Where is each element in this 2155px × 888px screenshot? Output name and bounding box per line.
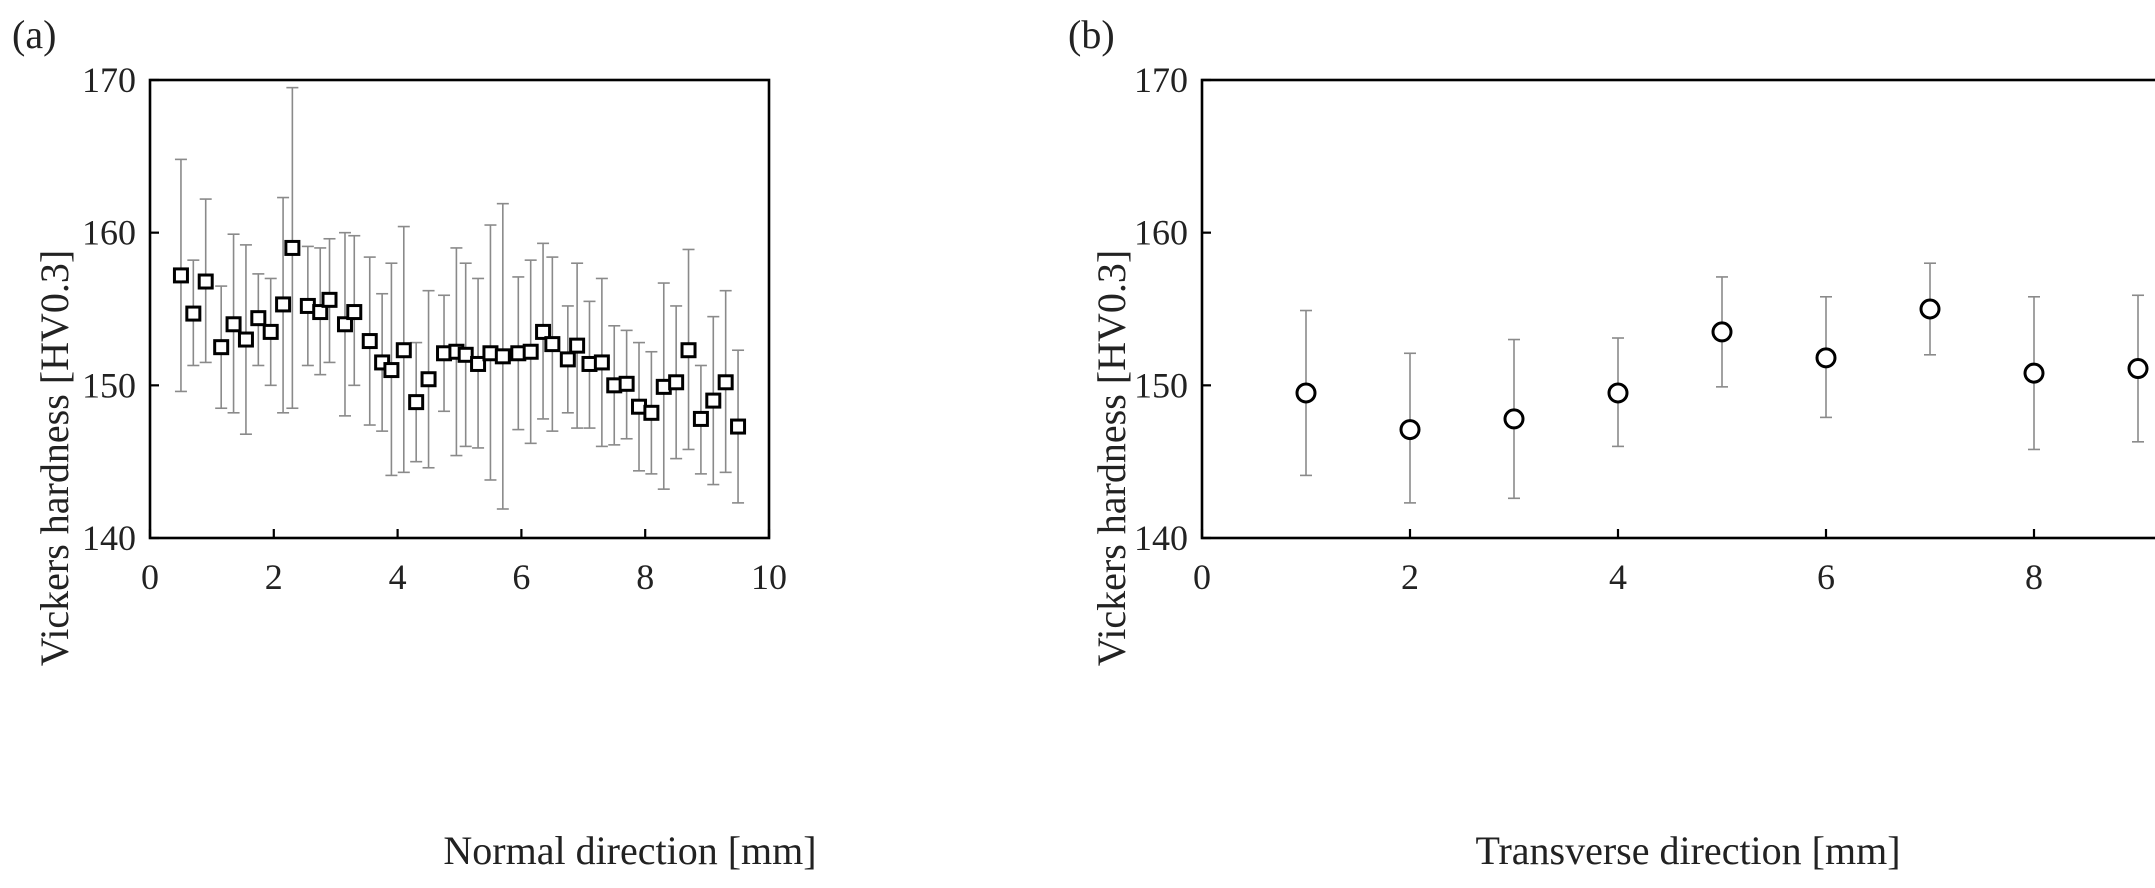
data-point-square — [262, 323, 279, 340]
data-point-circle — [1503, 408, 1525, 430]
axis-ticks-a: 0 2 4 6 8 10 140 150 160 170 — [82, 60, 787, 597]
data-point-square — [730, 418, 747, 435]
data-point-square — [213, 339, 230, 356]
data-point-square — [569, 337, 586, 354]
x-tick-label: 8 — [2025, 557, 2043, 597]
y-axis-title-b: Vickers hardness [HV0.3] — [1089, 250, 1134, 666]
y-tick-label: 150 — [1134, 365, 1188, 405]
x-tick-label: 0 — [141, 557, 159, 597]
data-point-square — [705, 392, 722, 409]
data-point-square — [535, 323, 552, 340]
data-point-square — [544, 336, 561, 353]
x-tick-label: 0 — [1193, 557, 1211, 597]
data-point-square — [275, 296, 292, 313]
data-point-circle — [1295, 382, 1317, 404]
y-axis-title-a: Vickers hardness [HV0.3] — [32, 250, 77, 666]
data-point-circle — [1399, 419, 1421, 441]
data-point-square — [383, 362, 400, 379]
data-point-square — [346, 304, 363, 321]
data-point-circle — [2023, 362, 2045, 384]
panel-b: (b) Transverse direction [mm] Vickers ha… — [1068, 12, 2155, 873]
error-bars-b — [1300, 262, 2144, 504]
x-tick-label: 2 — [265, 557, 283, 597]
data-point-square — [643, 404, 660, 421]
data-point-square — [395, 342, 412, 359]
x-tick-label: 4 — [1609, 557, 1627, 597]
x-tick-label: 8 — [636, 557, 654, 597]
y-tick-label: 140 — [82, 518, 136, 558]
x-tick-label: 4 — [389, 557, 407, 597]
x-tick-label: 6 — [1817, 557, 1835, 597]
data-point-square — [321, 291, 338, 308]
y-tick-label: 160 — [1134, 213, 1188, 253]
data-point-square — [225, 316, 242, 333]
plot-frame-a — [148, 78, 771, 540]
data-point-square — [361, 333, 378, 350]
data-points-b — [1295, 298, 2149, 441]
x-tick-label: 10 — [751, 557, 787, 597]
data-point-square — [668, 374, 685, 391]
x-tick-label: 2 — [1401, 557, 1419, 597]
data-point-square — [312, 304, 329, 321]
data-point-square — [559, 351, 576, 368]
data-point-square — [336, 316, 353, 333]
plot-frame-b — [1200, 78, 2155, 540]
y-tick-label: 150 — [82, 365, 136, 405]
y-tick-label: 170 — [82, 60, 136, 100]
data-point-square — [593, 354, 610, 371]
data-point-square — [717, 374, 734, 391]
data-point-square — [185, 305, 202, 322]
data-point-circle — [1815, 347, 1837, 369]
panel-label-a: (a) — [12, 12, 56, 57]
panel-a: (a) Normal direction [mm] Vickers hardne… — [12, 12, 817, 873]
data-point-circle — [1711, 321, 1733, 343]
x-tick-label: 6 — [512, 557, 530, 597]
data-point-square — [618, 375, 635, 392]
data-point-circle — [2127, 358, 2149, 380]
data-point-square — [250, 310, 267, 327]
data-point-square — [470, 355, 487, 372]
x-axis-title-a: Normal direction [mm] — [443, 828, 816, 873]
data-point-square — [420, 371, 437, 388]
data-point-square — [197, 273, 214, 290]
data-point-square — [172, 267, 189, 284]
data-point-square — [457, 346, 474, 363]
data-point-square — [522, 343, 539, 360]
data-point-circle — [1919, 298, 1941, 320]
data-point-square — [408, 394, 425, 411]
data-points-a — [172, 239, 747, 435]
data-point-square — [494, 348, 511, 365]
error-bars-a — [174, 86, 745, 510]
y-tick-label: 170 — [1134, 60, 1188, 100]
data-point-square — [284, 239, 301, 256]
data-point-circle — [1607, 382, 1629, 404]
y-tick-label: 140 — [1134, 518, 1188, 558]
x-axis-title-b: Transverse direction [mm] — [1475, 828, 1900, 873]
data-point-square — [692, 410, 709, 427]
data-point-square — [680, 342, 697, 359]
panel-label-b: (b) — [1068, 12, 1115, 57]
y-tick-label: 160 — [82, 213, 136, 253]
data-point-square — [237, 331, 254, 348]
